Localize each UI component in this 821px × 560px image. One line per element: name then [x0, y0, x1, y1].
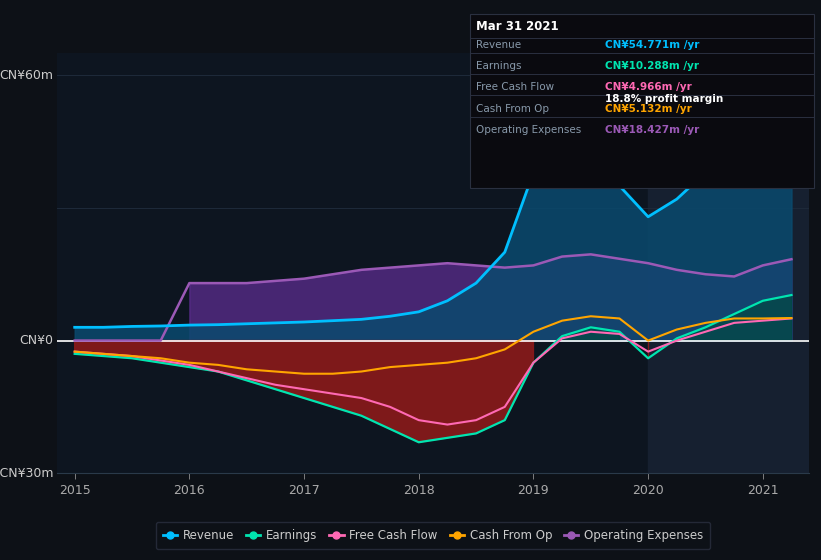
Bar [648, 53, 809, 473]
Text: CN¥4.966m /yr: CN¥4.966m /yr [605, 82, 692, 92]
Text: Revenue: Revenue [476, 40, 521, 50]
Text: Earnings: Earnings [476, 61, 521, 71]
Text: CN¥54.771m /yr: CN¥54.771m /yr [605, 40, 699, 50]
Text: CN¥0: CN¥0 [20, 334, 53, 347]
Text: -CN¥30m: -CN¥30m [0, 466, 53, 480]
Text: CN¥60m: CN¥60m [0, 69, 53, 82]
Legend: Revenue, Earnings, Free Cash Flow, Cash From Op, Operating Expenses: Revenue, Earnings, Free Cash Flow, Cash … [156, 522, 710, 549]
Text: CN¥18.427m /yr: CN¥18.427m /yr [605, 125, 699, 135]
Text: 18.8% profit margin: 18.8% profit margin [605, 94, 723, 104]
Text: CN¥5.132m /yr: CN¥5.132m /yr [605, 104, 692, 114]
Text: CN¥10.288m /yr: CN¥10.288m /yr [605, 61, 699, 71]
Text: Cash From Op: Cash From Op [476, 104, 549, 114]
Text: Free Cash Flow: Free Cash Flow [476, 82, 554, 92]
Text: Mar 31 2021: Mar 31 2021 [476, 20, 559, 33]
Text: Operating Expenses: Operating Expenses [476, 125, 581, 135]
